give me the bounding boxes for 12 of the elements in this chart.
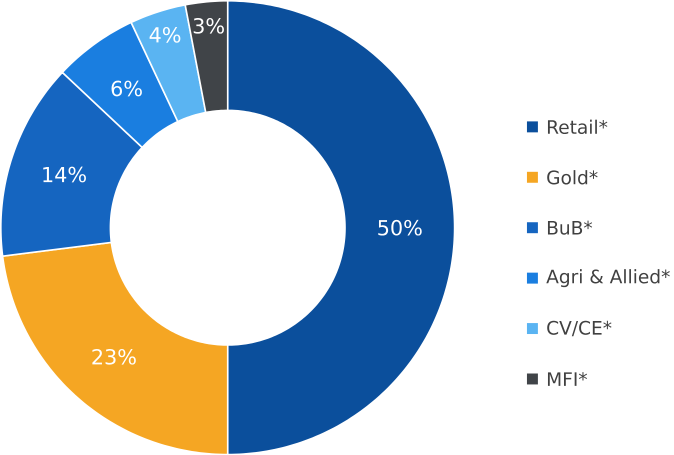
data-label: 23% — [92, 348, 136, 364]
data-label: 3% — [194, 18, 224, 34]
data-label: 4% — [150, 26, 180, 42]
legend-label: CV/CE* — [547, 320, 612, 336]
data-label: 6% — [112, 80, 142, 96]
legend-label: Agri & Allied* — [546, 268, 670, 287]
legend-label: Gold* — [547, 170, 598, 184]
legend-label: MFI* — [548, 372, 588, 386]
data-label: 50% — [378, 220, 422, 236]
legend-label: BuB* — [548, 220, 592, 235]
legend-label: Retail* — [548, 119, 608, 134]
data-label: 14% — [43, 166, 86, 182]
